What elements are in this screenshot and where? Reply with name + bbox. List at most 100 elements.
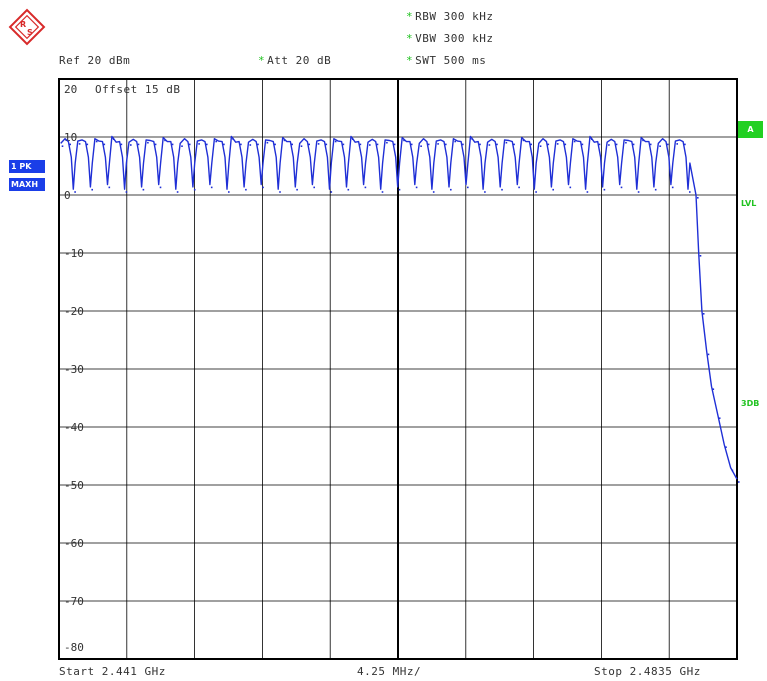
trace-point	[586, 191, 589, 193]
trace-point	[386, 141, 388, 144]
trace-point	[501, 188, 503, 191]
trace-point	[325, 143, 328, 146]
trace-point	[725, 446, 727, 448]
trace-point	[398, 188, 401, 191]
trace-point	[437, 143, 439, 145]
trace-point	[637, 191, 640, 193]
y-tick-label: -60	[64, 537, 84, 550]
trace-point	[164, 139, 166, 142]
trace-point	[266, 141, 269, 144]
y-tick-label: -70	[64, 595, 84, 608]
trace-point	[573, 140, 576, 143]
ref-level-label: Ref 20 dBm	[59, 54, 131, 67]
trace-point	[181, 145, 183, 147]
trace-point	[381, 191, 384, 193]
trace-point	[376, 143, 379, 146]
trace-point	[393, 143, 396, 146]
trace-point	[283, 139, 286, 142]
trace-point	[159, 186, 162, 189]
trace-point	[556, 143, 559, 145]
y-tick-label: 10	[64, 131, 77, 144]
trace-point	[249, 144, 252, 146]
y-tick-label: 0	[64, 189, 71, 202]
trace-point	[659, 145, 661, 147]
trace-point	[513, 143, 515, 146]
trace-point	[352, 138, 354, 140]
trace-point	[462, 143, 464, 146]
trace-point	[432, 191, 435, 193]
trace-point	[454, 140, 456, 143]
trace-point	[479, 143, 481, 146]
trace-points	[61, 138, 740, 483]
trace-point	[496, 143, 498, 146]
trace-point	[198, 143, 200, 145]
trace-point	[95, 140, 98, 143]
trace-point	[369, 144, 371, 146]
trace-point	[300, 145, 303, 147]
trace-point	[505, 141, 508, 144]
trace-point	[69, 143, 71, 146]
trace-point	[697, 197, 699, 199]
trace-point	[649, 143, 652, 146]
trace-point	[296, 188, 298, 191]
trace-point	[108, 186, 111, 189]
trace-point	[125, 191, 128, 193]
trace-point	[147, 141, 149, 144]
trace-point	[274, 143, 276, 146]
trace-point	[120, 143, 123, 146]
trace-point	[240, 143, 242, 146]
trace-point	[279, 191, 281, 193]
trace-point	[262, 186, 264, 189]
trace-point	[581, 143, 584, 146]
trace-point	[257, 143, 259, 146]
trace-point	[171, 143, 174, 146]
trace-point	[615, 143, 618, 146]
trace-point	[539, 145, 542, 147]
trace-point	[671, 186, 674, 189]
rohde-schwarz-logo: R S	[8, 8, 46, 46]
trace-point	[347, 188, 350, 191]
trace-line	[60, 135, 738, 480]
trace-point	[667, 143, 669, 146]
sweep-time-value: SWT 500 ms	[415, 54, 487, 67]
y-tick-label: -80	[64, 641, 84, 654]
offset-label: Offset 15 dB	[95, 83, 180, 96]
trace-a-badge: A	[738, 121, 763, 138]
trace-point	[625, 141, 627, 144]
trace-point	[61, 145, 64, 147]
trace-point	[603, 188, 606, 191]
trace-point	[642, 139, 644, 142]
trace-point	[707, 353, 710, 356]
trace-point	[232, 138, 234, 140]
trace-point	[598, 143, 601, 146]
trace-point	[112, 138, 115, 140]
trace-point	[415, 186, 418, 189]
trace-point	[591, 138, 593, 140]
y-tick-label: 20	[64, 83, 77, 96]
trace-point	[154, 143, 157, 146]
trace-point	[702, 313, 705, 315]
trace-point	[228, 191, 230, 193]
trace-point	[467, 186, 469, 189]
lvl-marker-label: LVL	[741, 199, 757, 208]
trace-point	[712, 388, 715, 390]
trace-point	[484, 191, 486, 193]
logo-s-letter: S	[27, 28, 33, 37]
trace-point	[359, 143, 362, 146]
trace-point	[103, 143, 106, 146]
vbw-value: VBW 300 kHz	[415, 32, 494, 45]
trace-point	[410, 143, 413, 146]
trace-point	[699, 255, 702, 257]
trace-point	[188, 143, 191, 146]
trace-point	[569, 186, 572, 189]
trace-point	[215, 140, 217, 143]
logo-r-letter: R	[20, 20, 26, 29]
trace-point	[86, 143, 89, 146]
star-icon: *	[258, 54, 266, 67]
attenuation-value: Att 20 dB	[267, 54, 332, 67]
trace-point	[176, 191, 179, 193]
trace-point	[245, 188, 247, 191]
trace-point	[450, 188, 452, 191]
trace-point	[91, 188, 93, 191]
